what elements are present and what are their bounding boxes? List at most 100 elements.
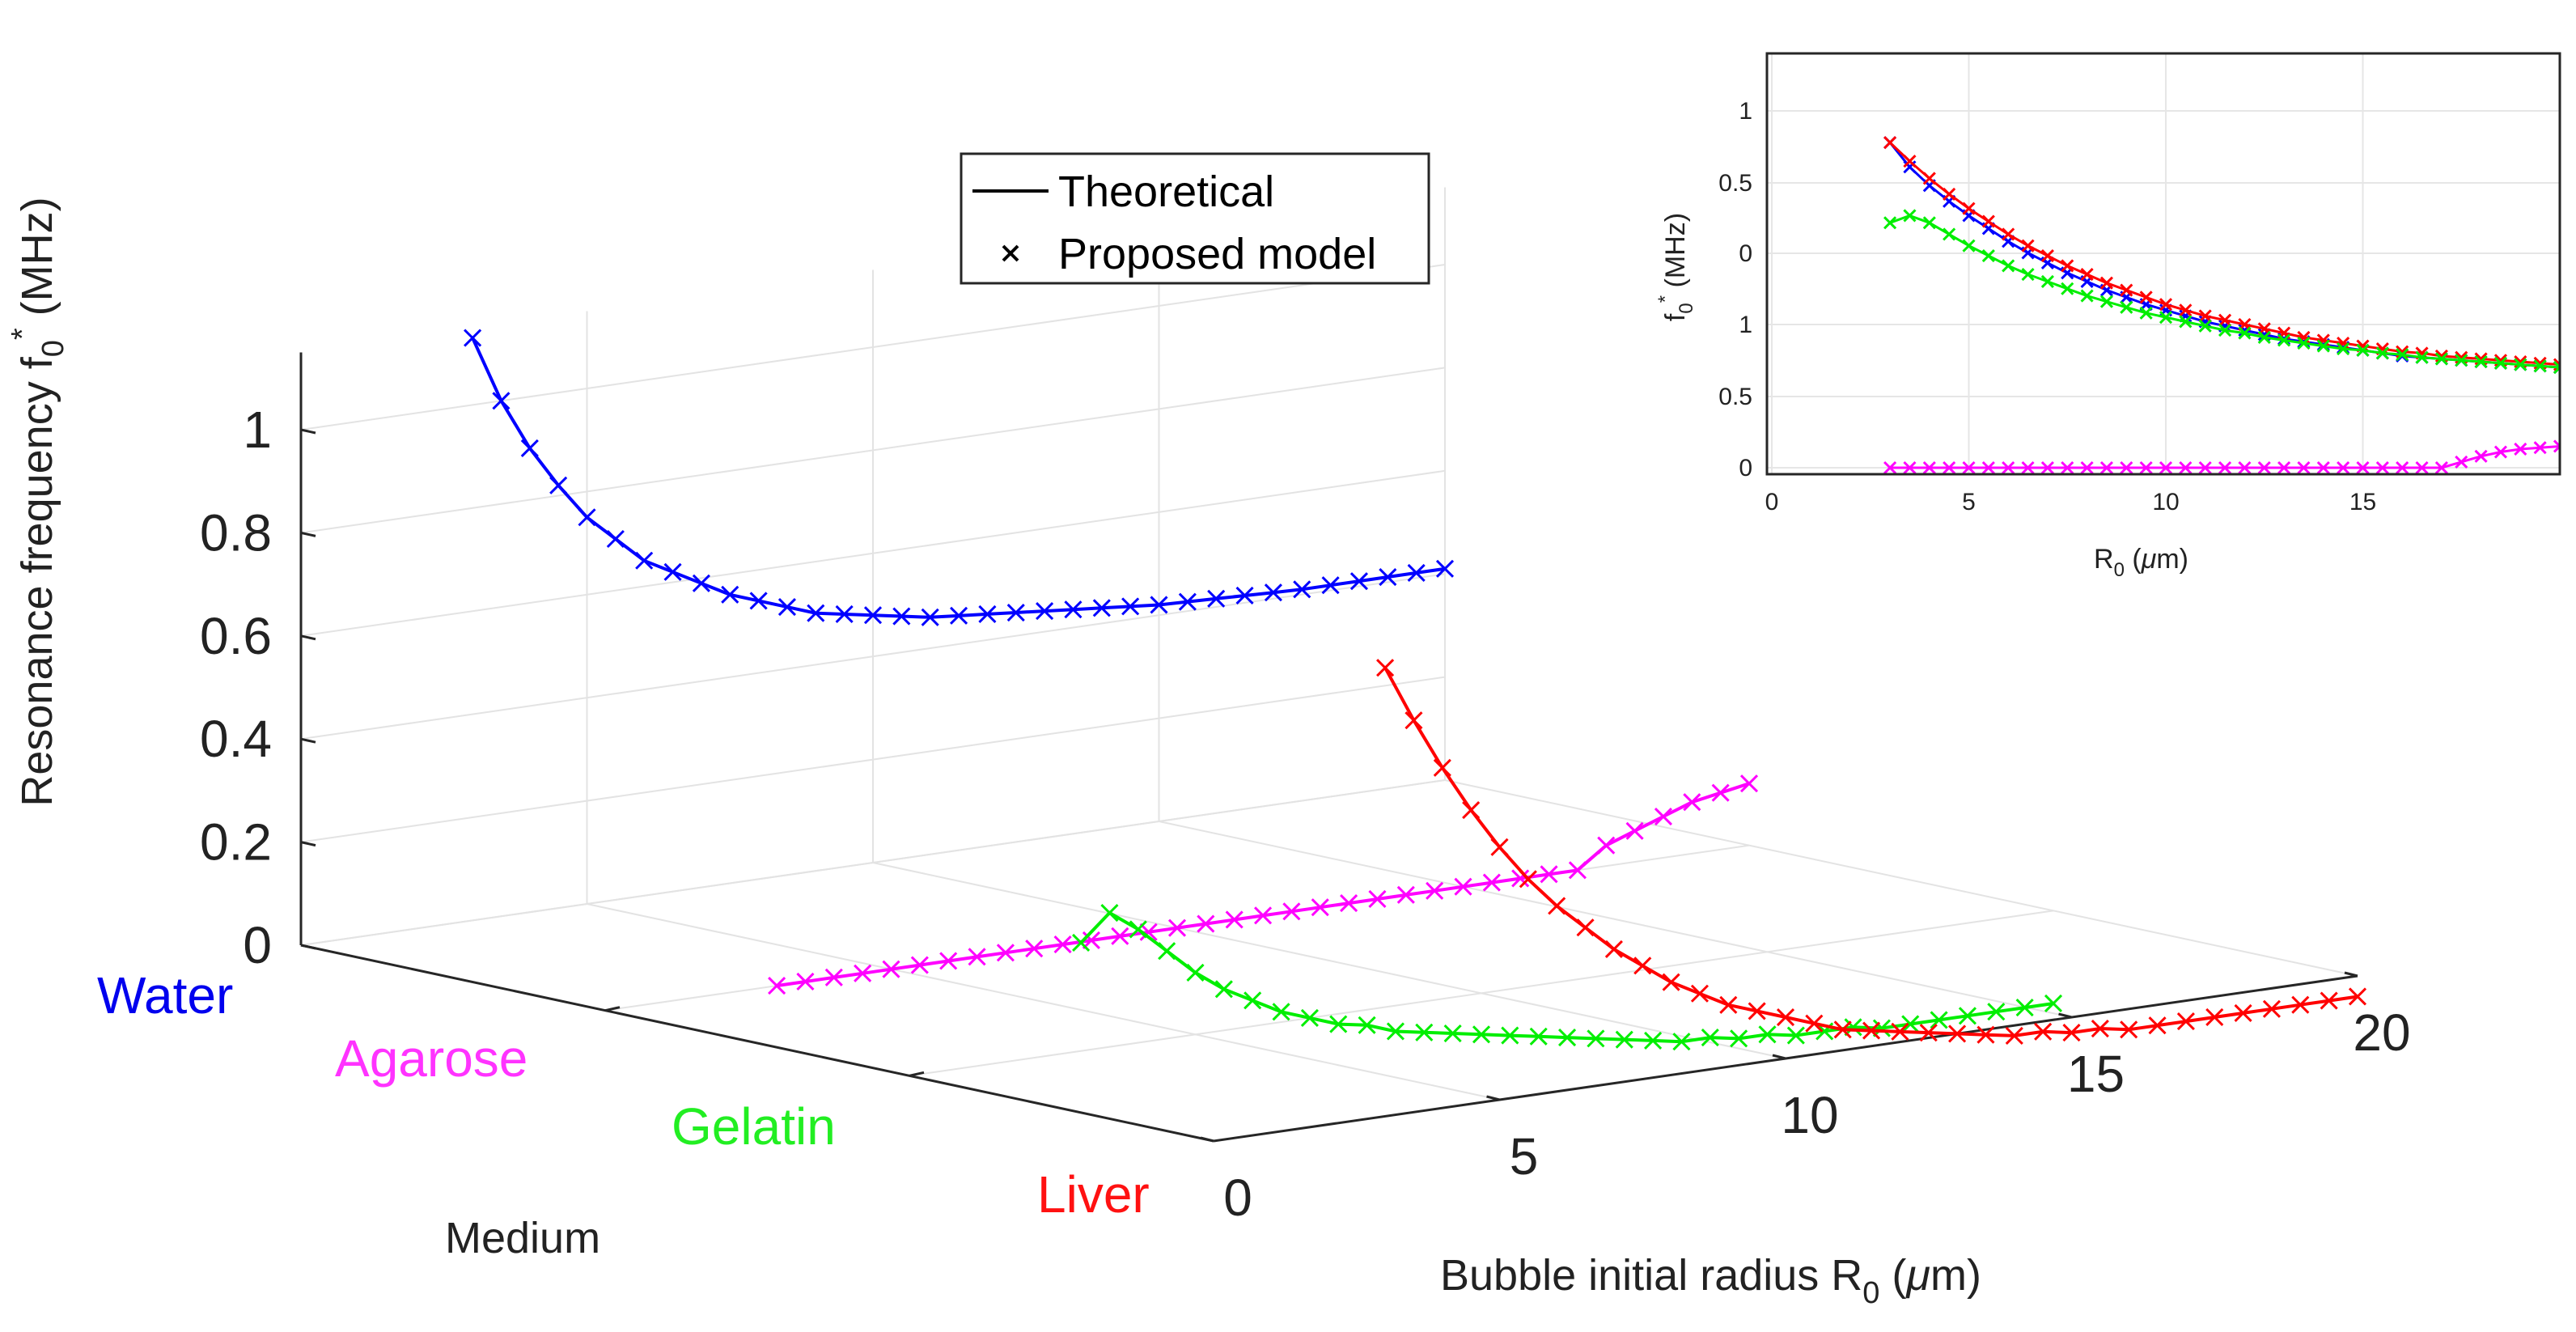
inset-marker-agarose <box>2179 460 2193 474</box>
x-tick-label: 20 <box>2353 1003 2410 1062</box>
inset-marker-agarose <box>2021 460 2035 474</box>
inset-series-group <box>1883 136 2560 474</box>
series-marker-gelatin <box>1244 991 1262 1010</box>
inset-marker-agarose <box>2316 460 2330 474</box>
series-marker-water <box>1121 597 1140 616</box>
series-marker-liver <box>1919 1024 1938 1042</box>
inset-marker-gelatin <box>2099 295 2114 308</box>
series-marker-water <box>892 607 911 626</box>
series-marker-agarose <box>1396 885 1415 904</box>
inset-marker-gelatin <box>2002 259 2015 273</box>
inset-marker-agarose <box>2080 460 2094 474</box>
series-marker-water <box>1321 576 1340 595</box>
inset-marker-liver <box>1922 172 1936 185</box>
inset-marker-agarose <box>2139 460 2153 474</box>
series-marker-gelatin <box>1100 903 1119 923</box>
inset-marker-gelatin <box>2415 350 2429 364</box>
series-marker-gelatin <box>1672 1033 1691 1051</box>
series-marker-agarose <box>1197 914 1215 933</box>
series-marker-liver <box>1604 940 1623 959</box>
series-marker-liver <box>1948 1024 1967 1043</box>
series-marker-gelatin <box>1930 1011 1948 1029</box>
inset-marker-gelatin <box>2139 306 2153 320</box>
z-tick-label: 1 <box>243 401 272 459</box>
series-marker-agarose <box>1139 923 1158 941</box>
series-marker-liver <box>1833 1020 1852 1039</box>
series-marker-agarose <box>1654 807 1673 826</box>
series-marker-water <box>663 562 682 581</box>
z-tick-mark <box>300 634 316 641</box>
inset-marker-agarose <box>2337 460 2350 474</box>
series-marker-agarose <box>1225 910 1244 929</box>
series-marker-gelatin <box>1358 1016 1376 1034</box>
x-tick-label: 10 <box>1781 1086 1838 1144</box>
series-marker-agarose <box>768 977 786 995</box>
series-marker-gelatin <box>1901 1015 1920 1033</box>
series-marker-gelatin <box>1186 963 1205 982</box>
inset-marker-liver <box>1903 155 1917 168</box>
inset-marker-agarose <box>2533 441 2547 455</box>
series-marker-water <box>807 604 825 622</box>
inset-marker-agarose <box>2061 460 2074 474</box>
inset-marker-gelatin <box>2021 267 2035 282</box>
series-marker-water <box>721 585 739 604</box>
inset-marker-liver <box>2120 283 2133 297</box>
series-marker-agarose <box>1025 940 1044 958</box>
series-marker-gelatin <box>1587 1029 1605 1048</box>
series-marker-water <box>549 476 568 494</box>
inset-marker-gelatin <box>1981 248 1995 263</box>
inset-marker-liver <box>2021 239 2035 252</box>
inset-marker-agarose <box>2434 460 2448 474</box>
series-marker-liver <box>1662 973 1680 991</box>
inset-marker-agarose <box>2099 460 2114 474</box>
inset-marker-agarose <box>2455 455 2468 469</box>
series-marker-gelatin <box>1701 1029 1719 1047</box>
series-marker-gelatin <box>1844 1018 1862 1037</box>
inset-marker-agarose <box>2415 460 2429 474</box>
inset-marker-gelatin <box>1962 239 1976 252</box>
inset-x-tick-label: 0 <box>1765 489 1779 515</box>
inset-x-tick-label: 5 <box>1962 489 1976 515</box>
inset-marker-gelatin <box>2316 339 2330 353</box>
inset-marker-gelatin <box>2396 348 2409 362</box>
series-marker-liver <box>2291 995 2310 1014</box>
series-marker-liver <box>1891 1022 1909 1041</box>
inset-marker-gelatin <box>2238 326 2252 340</box>
inset-marker-liver <box>2198 309 2212 323</box>
medium-axis-line <box>300 944 1214 1143</box>
series-marker-agarose <box>1053 935 1072 954</box>
inset-marker-gelatin <box>2040 274 2054 288</box>
series-marker-gelatin <box>1415 1023 1434 1041</box>
inset-marker-liver <box>1883 136 1897 150</box>
series-marker-agarose <box>1368 889 1387 909</box>
medium-label-water: Water <box>97 966 233 1024</box>
inset-marker-agarose <box>1962 460 1976 474</box>
inset-marker-agarose <box>2198 460 2212 474</box>
inset-marker-gelatin <box>2257 330 2271 344</box>
series-marker-agarose <box>1511 869 1530 888</box>
series-marker-water <box>606 529 625 549</box>
series-marker-water <box>1407 563 1426 582</box>
series-marker-agarose <box>1082 931 1101 950</box>
inset-x-tick-label: 15 <box>2349 489 2376 515</box>
series-marker-liver <box>1690 984 1710 1003</box>
series-marker-gelatin <box>1644 1031 1663 1050</box>
medium-axis-label: Medium <box>445 1214 600 1262</box>
series-marker-gelatin <box>1472 1025 1491 1044</box>
inset-marker-liver <box>2159 298 2173 312</box>
inset-marker-gelatin <box>2533 359 2547 373</box>
inset-marker-agarose <box>1903 460 1917 474</box>
inset-marker-gelatin <box>2120 300 2133 314</box>
series-marker-gelatin <box>1786 1026 1805 1045</box>
series-marker-agarose <box>1482 873 1501 892</box>
inset-marker-agarose <box>2356 460 2370 474</box>
inset-background <box>1767 53 2560 474</box>
series-marker-agarose <box>1282 902 1301 921</box>
series-marker-agarose <box>1625 821 1644 840</box>
series-marker-water <box>1435 559 1455 578</box>
inset-y-tick-label: 0.5 <box>1718 170 1752 197</box>
series-marker-liver <box>2234 1003 2252 1022</box>
series-marker-water <box>635 551 654 570</box>
